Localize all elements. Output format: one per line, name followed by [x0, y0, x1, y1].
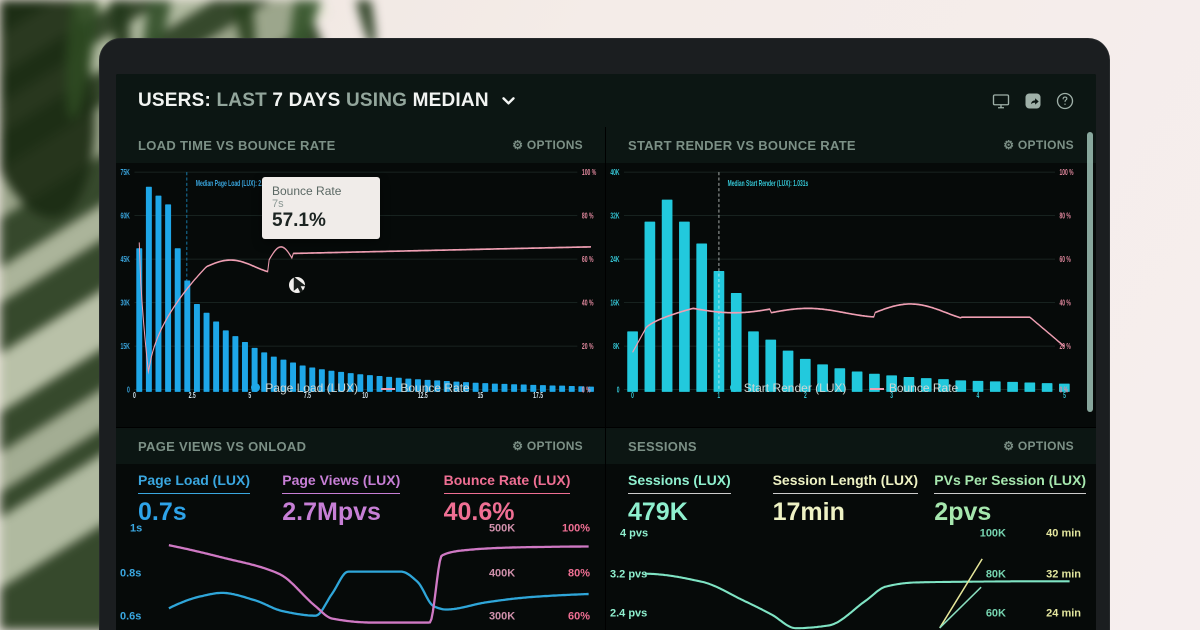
svg-text:32 min: 32 min: [1046, 569, 1081, 581]
svg-text:60 %: 60 %: [1060, 256, 1071, 265]
svg-text:100K: 100K: [980, 528, 1006, 540]
svg-text:400K: 400K: [489, 568, 515, 580]
svg-text:0.8s: 0.8s: [120, 568, 141, 580]
svg-text:100 %: 100 %: [1060, 169, 1074, 178]
svg-text:80 %: 80 %: [1060, 213, 1071, 222]
svg-text:45K: 45K: [121, 256, 130, 264]
svg-text:60K: 60K: [986, 607, 1006, 619]
svg-text:0.6s: 0.6s: [120, 610, 141, 622]
svg-text:20 %: 20 %: [1060, 343, 1071, 352]
svg-text:16K: 16K: [610, 300, 619, 309]
svg-text:15K: 15K: [121, 343, 130, 351]
svg-text:100 %: 100 %: [582, 169, 596, 177]
svg-text:4 pvs: 4 pvs: [620, 528, 648, 540]
svg-text:20 %: 20 %: [582, 343, 594, 351]
svg-text:24 min: 24 min: [1046, 607, 1081, 619]
svg-text:1s: 1s: [130, 523, 142, 535]
svg-text:500K: 500K: [489, 523, 515, 535]
svg-text:75K: 75K: [121, 169, 130, 177]
svg-text:60%: 60%: [568, 610, 590, 622]
svg-text:2.4 pvs: 2.4 pvs: [610, 607, 647, 619]
svg-text:60K: 60K: [121, 213, 130, 221]
svg-text:40 %: 40 %: [582, 300, 594, 308]
svg-text:40 %: 40 %: [1060, 300, 1071, 309]
svg-text:Median Start Render (LUX): 1.0: Median Start Render (LUX): 1.031s: [728, 180, 809, 189]
svg-text:24K: 24K: [610, 256, 619, 265]
svg-text:100%: 100%: [562, 523, 590, 535]
svg-text:60 %: 60 %: [582, 256, 594, 264]
svg-text:80K: 80K: [986, 569, 1006, 581]
svg-text:32K: 32K: [610, 213, 619, 222]
svg-text:3.2 pvs: 3.2 pvs: [610, 569, 647, 581]
svg-text:80%: 80%: [568, 568, 590, 580]
svg-text:8K: 8K: [613, 343, 619, 352]
svg-text:80 %: 80 %: [582, 213, 594, 221]
svg-text:300K: 300K: [489, 610, 515, 622]
svg-text:40 min: 40 min: [1046, 528, 1081, 540]
svg-text:30K: 30K: [121, 300, 130, 308]
svg-text:40K: 40K: [610, 169, 619, 178]
